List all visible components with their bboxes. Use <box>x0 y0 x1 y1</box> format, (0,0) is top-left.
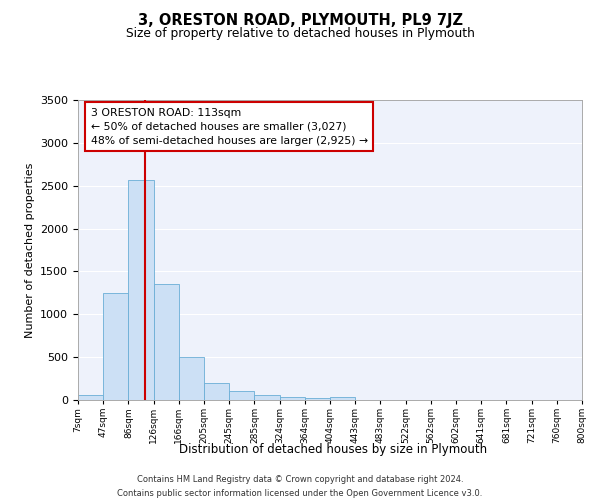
Bar <box>78 396 103 400</box>
Bar <box>128 180 154 400</box>
Bar <box>330 398 355 400</box>
Text: Contains HM Land Registry data © Crown copyright and database right 2024.
Contai: Contains HM Land Registry data © Crown c… <box>118 476 482 498</box>
Text: Size of property relative to detached houses in Plymouth: Size of property relative to detached ho… <box>125 28 475 40</box>
Y-axis label: Number of detached properties: Number of detached properties <box>25 162 35 338</box>
Bar <box>154 284 179 400</box>
Bar <box>103 293 128 400</box>
Text: Distribution of detached houses by size in Plymouth: Distribution of detached houses by size … <box>179 442 487 456</box>
Bar <box>179 357 204 400</box>
Text: 3 ORESTON ROAD: 113sqm
← 50% of detached houses are smaller (3,027)
48% of semi-: 3 ORESTON ROAD: 113sqm ← 50% of detached… <box>91 108 368 146</box>
Bar <box>254 396 280 400</box>
Text: 3, ORESTON ROAD, PLYMOUTH, PL9 7JZ: 3, ORESTON ROAD, PLYMOUTH, PL9 7JZ <box>137 12 463 28</box>
Bar <box>204 384 229 400</box>
Bar <box>280 398 305 400</box>
Bar <box>305 398 330 400</box>
Bar <box>229 390 254 400</box>
